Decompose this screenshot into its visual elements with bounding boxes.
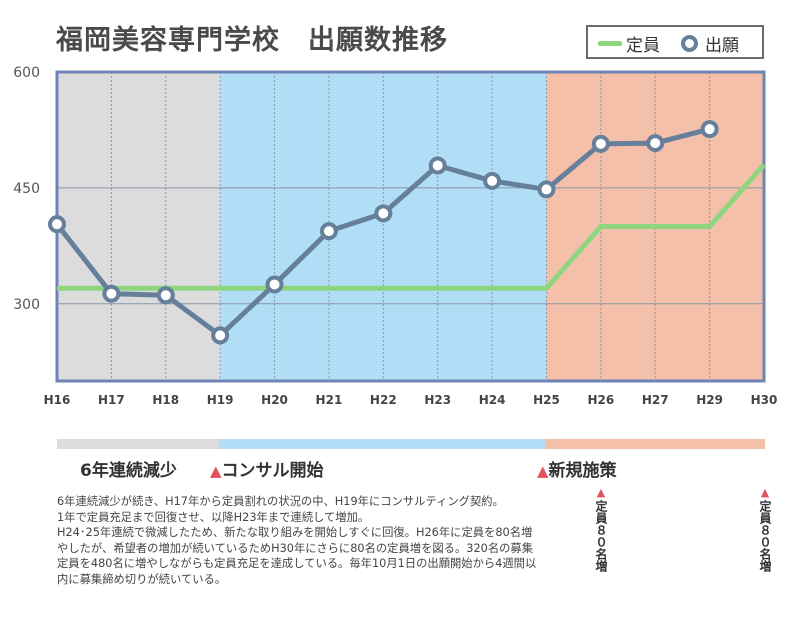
x-tick-label: H24 — [479, 393, 506, 407]
phase-label-decline: 6年連続減少 — [80, 456, 177, 481]
phase-label-new-measures-text: 新規施策 — [548, 461, 617, 481]
x-tick-label: H25 — [533, 393, 560, 407]
data-point-applications — [591, 134, 610, 153]
x-tick-label: H21 — [316, 393, 343, 407]
triangle-marker-icon: ▲ — [596, 486, 606, 499]
y-tick-label: 300 — [13, 297, 40, 313]
chart-title: 福岡美容専門学校 出願数推移 — [56, 25, 448, 56]
x-tick-label: H16 — [44, 393, 71, 407]
phase-band-consulting — [219, 439, 546, 449]
phase-label-consulting-text: コンサル開始 — [221, 461, 324, 481]
x-tick-label: H23 — [424, 393, 451, 407]
series-line-capacity — [57, 163, 766, 291]
legend-capacity-label: 定員 — [626, 36, 660, 56]
description-line: 1年で定員充足まで回復させ、以降H23年まで連続して増加。 — [57, 510, 370, 524]
x-tick-label: H18 — [152, 393, 179, 407]
x-tick-label: H27 — [642, 393, 669, 407]
background-band — [220, 72, 547, 381]
background-band — [57, 72, 221, 381]
data-point-applications — [483, 171, 502, 190]
data-point-applications — [428, 156, 447, 175]
x-tick-label: H22 — [370, 393, 397, 407]
capacity-increase-text: 定員８０名増 — [758, 500, 772, 572]
legend-applications-label: 出願 — [705, 36, 739, 56]
capacity-increase-text: 定員８０名増 — [594, 500, 608, 572]
triangle-marker-icon: ▲ — [537, 462, 549, 480]
description-text: 6年連続減少が続き、H17年から定員割れの状況の中、H19年にコンサルティング契… — [57, 494, 537, 588]
y-tick-label: 600 — [13, 65, 40, 81]
triangle-marker-icon: ▲ — [210, 462, 222, 480]
data-point-applications — [265, 275, 284, 294]
legend-applications-swatch — [681, 35, 698, 52]
x-tick-label: H26 — [587, 393, 614, 407]
triangle-marker-icon: ▲ — [760, 486, 770, 499]
x-tick-label: H30 — [751, 393, 778, 407]
data-point-applications — [537, 180, 556, 199]
data-point-applications — [700, 120, 719, 139]
capacity-increase-note-h30: ▲ 定員８０名増 — [758, 486, 772, 572]
legend: 定員 出願 — [586, 25, 764, 59]
phase-label-new-measures: ▲新規施策 — [537, 456, 617, 481]
x-tick-label: H19 — [207, 393, 234, 407]
phase-band-decline — [57, 439, 219, 449]
data-point-applications — [102, 284, 121, 303]
data-point-applications — [211, 326, 230, 345]
data-point-applications — [48, 215, 66, 234]
line-chart: 300 450 600 H16 H17 H18 H19 H20 H21 H22 H23 H24 H25 H… — [13, 65, 778, 407]
phase-label-decline-text: 6年連続減少 — [80, 461, 177, 481]
data-point-applications — [374, 204, 393, 223]
description-line: H24･25年連続で微減したため、新たな取り組みを開始しすぐに回復。H26年に定… — [57, 526, 537, 586]
legend-capacity-swatch — [598, 41, 622, 46]
description-line: 6年連続減少が続き、H17年から定員割れの状況の中、H19年にコンサルティング契… — [57, 495, 504, 508]
x-tick-label: H20 — [261, 393, 288, 407]
x-tick-label: H29 — [696, 393, 723, 407]
data-point-applications — [319, 222, 338, 241]
phase-label-consulting: ▲コンサル開始 — [210, 456, 324, 481]
data-point-applications — [646, 134, 665, 153]
data-point-applications — [156, 286, 175, 305]
y-tick-label: 450 — [13, 181, 40, 197]
capacity-increase-note-h26: ▲ 定員８０名増 — [594, 486, 608, 572]
x-tick-label: H17 — [98, 393, 125, 407]
phase-band-new-measures — [546, 439, 765, 449]
